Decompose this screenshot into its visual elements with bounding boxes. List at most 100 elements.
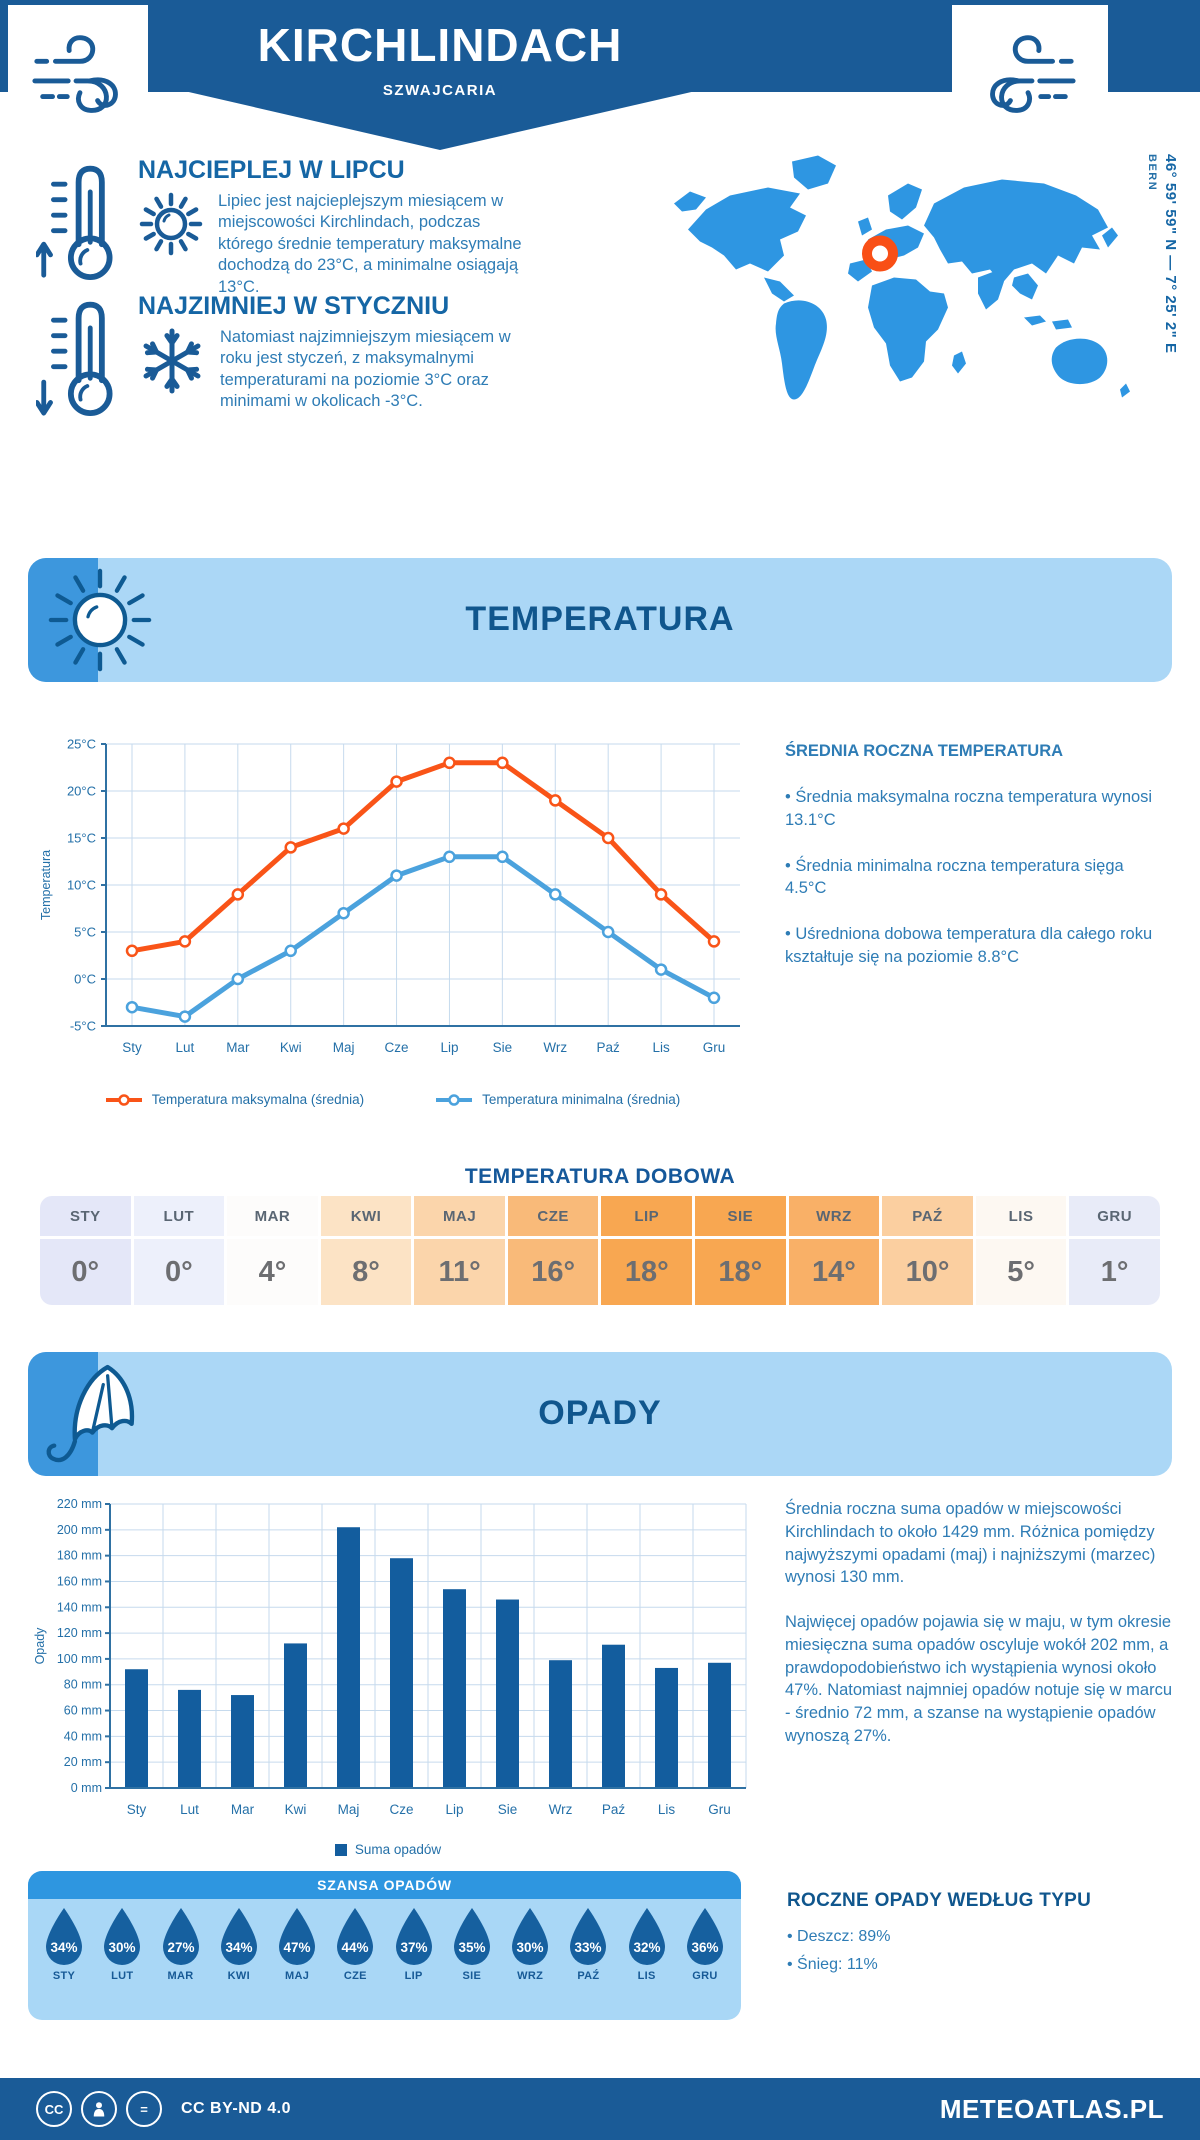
- droplet-month-label: GRU: [692, 1970, 718, 1982]
- svg-text:15°C: 15°C: [67, 831, 96, 846]
- svg-text:-5°C: -5°C: [70, 1019, 96, 1034]
- svg-text:Sty: Sty: [127, 1802, 147, 1817]
- droplet-month-label: STY: [52, 1970, 76, 1982]
- temperature-banner: TEMPERATURA: [28, 558, 1172, 682]
- thermometer-down-icon: [36, 301, 113, 417]
- raindrop-icon: 30% WRZ: [506, 1906, 554, 1982]
- svg-text:60 mm: 60 mm: [64, 1704, 102, 1718]
- svg-text:80 mm: 80 mm: [64, 1678, 102, 1692]
- droplet-month-label: MAR: [167, 1970, 194, 1982]
- precipitation-chance-panel: SZANSA OPADÓW 34% STY 30% LUT 27% MAR 34% KWI 47…: [28, 1871, 741, 2020]
- droplet-month-label: LIP: [404, 1970, 423, 1982]
- annual-temperature-bullet: • Średnia minimalna roczna temperatura s…: [785, 856, 1124, 898]
- bar-Maj: [337, 1527, 360, 1788]
- section-title-temperature: TEMPERATURA: [465, 600, 735, 638]
- annual-temperature-bullet: • Średnia maksymalna roczna temperatura …: [785, 788, 1153, 829]
- raindrop-icon: 44% CZE: [331, 1906, 379, 1982]
- svg-text:34%: 34%: [225, 1940, 252, 1955]
- legend-label: Temperatura maksymalna (średnia): [151, 1092, 365, 1107]
- daily-temp-column: PAŹ 10°: [882, 1196, 973, 1305]
- nd-icon: =: [126, 2091, 162, 2127]
- daily-temp-value: 0°: [40, 1239, 131, 1305]
- svg-text:27%: 27%: [167, 1940, 194, 1955]
- annual-temperature-bullet: • Uśredniona dobowa temperatura dla całe…: [785, 925, 1153, 966]
- daily-temp-value: 0°: [133, 1239, 225, 1305]
- bar-Lip: [443, 1589, 466, 1788]
- annual-temperature-column: ŚREDNIA ROCZNA TEMPERATURA • Średnia mak…: [785, 740, 1165, 992]
- bar-Cze: [390, 1558, 413, 1788]
- bar-chart-legend: Suma opadów: [30, 1842, 746, 1857]
- legend-line-marker: [105, 1093, 142, 1106]
- droplet-month-label: MAJ: [285, 1970, 310, 1982]
- page-title: KIRCHLINDACH: [257, 19, 623, 71]
- daily-temp-value: 18°: [601, 1239, 693, 1305]
- svg-text:120 mm: 120 mm: [57, 1626, 102, 1640]
- precipitation-type-item: • Śnieg: 11%: [787, 1956, 878, 1973]
- precipitation-chance-heading: SZANSA OPADÓW: [28, 1871, 741, 1899]
- daily-temp-value: 11°: [414, 1239, 505, 1305]
- droplet-row: 34% STY 30% LUT 27% MAR 34% KWI 47% MAJ 44% CZE 37% L…: [28, 1899, 741, 1982]
- svg-text:44%: 44%: [342, 1940, 369, 1955]
- droplet-month-label: LIS: [637, 1970, 656, 1982]
- svg-text:Mar: Mar: [226, 1040, 250, 1055]
- raindrop-icon: 47% MAJ: [273, 1906, 321, 1982]
- svg-text:40 mm: 40 mm: [64, 1729, 102, 1743]
- daily-temperature-table: STY 0° LUT 0° MAR 4° KWI 8° MAJ 11° CZE 16° LIP 18° SI…: [40, 1196, 1160, 1305]
- bar-Lut: [178, 1689, 201, 1788]
- daily-temp-month: MAJ: [414, 1196, 505, 1236]
- svg-text:160 mm: 160 mm: [57, 1574, 102, 1588]
- svg-text:30%: 30%: [517, 1940, 544, 1955]
- page-subtitle: SZWAJCARIA: [382, 82, 498, 99]
- droplet-month-label: LUT: [111, 1970, 134, 1982]
- svg-text:140 mm: 140 mm: [57, 1600, 102, 1614]
- bar-Mar: [231, 1695, 254, 1788]
- cc-icon: CC: [36, 2091, 72, 2127]
- svg-text:Sie: Sie: [498, 1802, 518, 1817]
- daily-temp-value: 1°: [1069, 1239, 1160, 1305]
- daily-temp-value: 18°: [695, 1239, 786, 1305]
- bar-Sty: [125, 1669, 148, 1788]
- location-marker-icon: [862, 235, 898, 272]
- capital-label: BERN: [1146, 154, 1158, 192]
- daily-temp-column: LIS 5°: [975, 1196, 1067, 1305]
- site-label: METEOATLAS.PL: [939, 2093, 1164, 2124]
- svg-text:Lut: Lut: [180, 1802, 199, 1817]
- daily-temp-column: KWI 8°: [320, 1196, 412, 1305]
- svg-text:0 mm: 0 mm: [71, 1781, 102, 1795]
- section-title-precipitation: OPADY: [538, 1394, 662, 1432]
- daily-temp-month: GRU: [1069, 1196, 1160, 1236]
- precipitation-type-item: • Deszcz: 89%: [787, 1928, 891, 1945]
- svg-text:Wrz: Wrz: [549, 1802, 573, 1817]
- droplet-month-label: PAŹ: [577, 1970, 600, 1982]
- legend-item: Suma opadów: [334, 1842, 441, 1857]
- svg-text:Cze: Cze: [385, 1040, 409, 1055]
- precipitation-paragraph: Średnia roczna suma opadów w miejscowośc…: [785, 1500, 1156, 1587]
- wind-icon: [990, 34, 1076, 113]
- droplet-month-label: WRZ: [517, 1970, 544, 1982]
- svg-text:20 mm: 20 mm: [64, 1755, 102, 1769]
- line-chart-legend: Temperatura maksymalna (średnia) Temperat…: [34, 1092, 750, 1107]
- precipitation-type-block: ROCZNE OPADY WEDŁUG TYPU • Deszcz: 89% • …: [787, 1890, 1182, 1984]
- umbrella-icon: [46, 1364, 135, 1463]
- highlight-text: Natomiast najzimniejszym miesiącem w rok…: [220, 328, 511, 411]
- daily-temp-month: LIS: [975, 1196, 1067, 1236]
- precipitation-paragraph: Najwięcej opadów pojawia się w maju, w t…: [785, 1613, 1173, 1745]
- daily-temp-month: PAŹ: [882, 1196, 973, 1236]
- raindrop-icon: 32% LIS: [623, 1906, 671, 1982]
- daily-temp-month: LIP: [601, 1196, 693, 1236]
- droplet-month-label: SIE: [462, 1970, 482, 1982]
- daily-temp-value: 14°: [788, 1239, 880, 1305]
- raindrop-icon: 33% PAŹ: [564, 1906, 612, 1982]
- svg-text:Maj: Maj: [338, 1802, 360, 1817]
- daily-temp-value: 5°: [975, 1239, 1067, 1305]
- sun-icon: [48, 568, 152, 672]
- highlight-title: NAJZIMNIEJ W STYCZNIU: [138, 292, 450, 320]
- svg-text:36%: 36%: [691, 1940, 718, 1955]
- daily-temperature-heading: TEMPERATURA DOBOWA: [464, 1165, 736, 1188]
- bar-Kwi: [284, 1643, 307, 1788]
- raindrop-icon: 34% KWI: [215, 1906, 263, 1982]
- daily-temp-month: WRZ: [788, 1196, 880, 1236]
- wind-box-left: [8, 5, 148, 148]
- sun-icon: [139, 192, 203, 256]
